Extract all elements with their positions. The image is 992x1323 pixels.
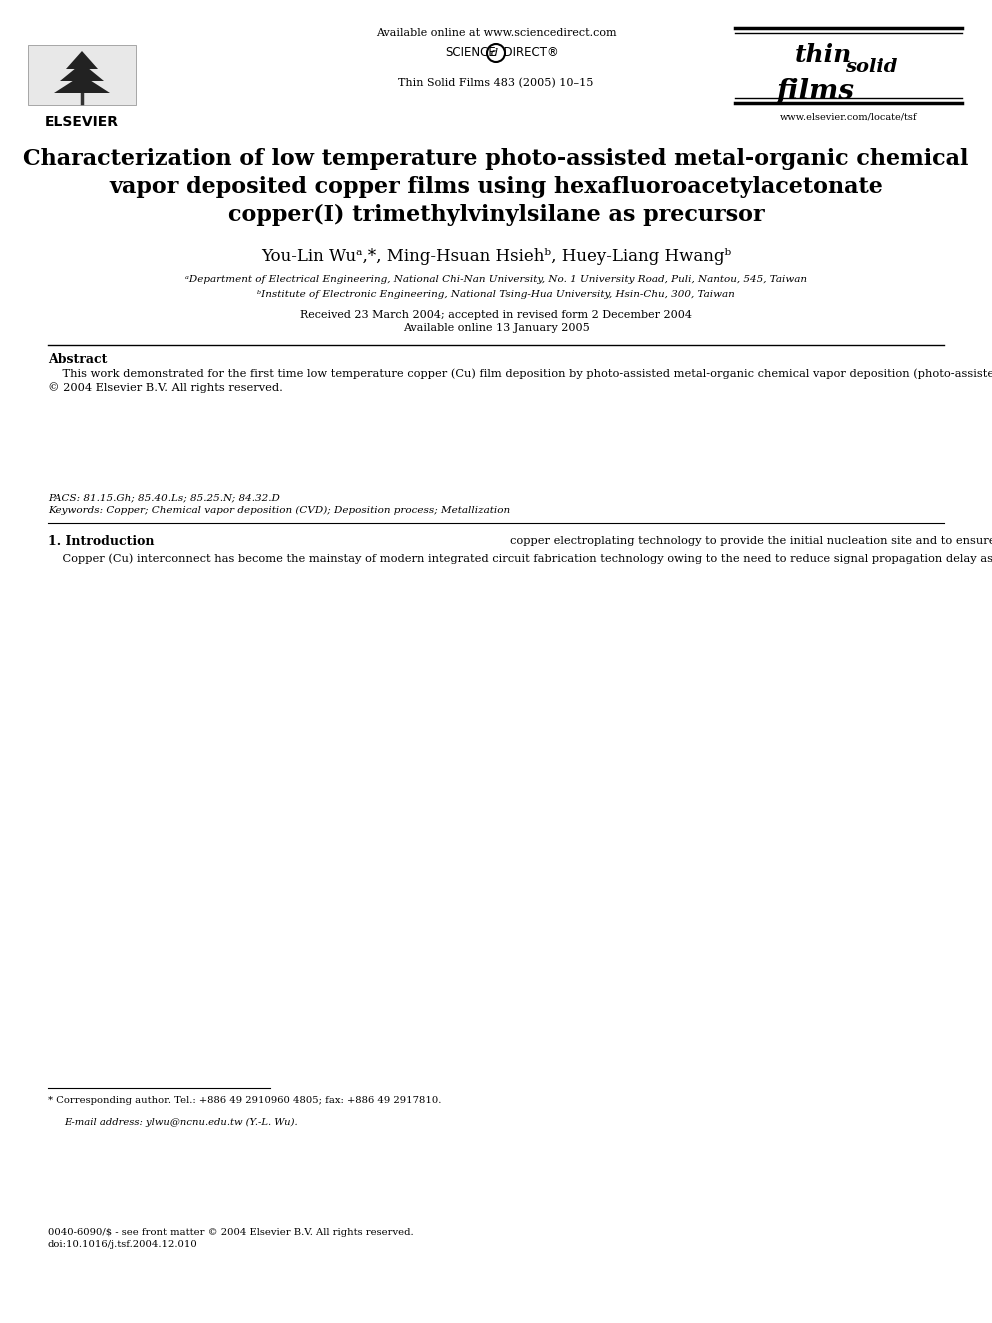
Text: ELSEVIER: ELSEVIER xyxy=(45,115,119,130)
Text: E-mail address: ylwu@ncnu.edu.tw (Y.-L. Wu).: E-mail address: ylwu@ncnu.edu.tw (Y.-L. … xyxy=(64,1118,298,1127)
Text: Characterization of low temperature photo-assisted metal-organic chemical: Characterization of low temperature phot… xyxy=(24,148,968,169)
Text: solid: solid xyxy=(845,58,898,75)
Text: Available online 13 January 2005: Available online 13 January 2005 xyxy=(403,323,589,333)
Text: Abstract: Abstract xyxy=(48,353,107,366)
Text: PACS: 81.15.Gh; 85.40.Ls; 85.25.N; 84.32.D: PACS: 81.15.Gh; 85.40.Ls; 85.25.N; 84.32… xyxy=(48,493,280,501)
Polygon shape xyxy=(54,75,110,93)
Text: thin: thin xyxy=(795,44,852,67)
Text: Available online at www.sciencedirect.com: Available online at www.sciencedirect.co… xyxy=(376,28,616,38)
Bar xyxy=(28,45,136,105)
Text: films: films xyxy=(777,78,855,105)
Text: 0040-6090/$ - see front matter © 2004 Elsevier B.V. All rights reserved.
doi:10.: 0040-6090/$ - see front matter © 2004 El… xyxy=(48,1228,414,1249)
Text: SCIENCE: SCIENCE xyxy=(445,46,496,60)
Text: www.elsevier.com/locate/tsf: www.elsevier.com/locate/tsf xyxy=(780,112,918,122)
Text: ᵃDepartment of Electrical Engineering, National Chi-Nan University, No. 1 Univer: ᵃDepartment of Electrical Engineering, N… xyxy=(185,275,807,284)
Text: d: d xyxy=(490,48,498,58)
Text: copper electroplating technology to provide the initial nucleation site and to e: copper electroplating technology to prov… xyxy=(510,534,992,546)
Polygon shape xyxy=(60,64,104,81)
Text: 1. Introduction: 1. Introduction xyxy=(48,534,155,548)
Text: DIRECT®: DIRECT® xyxy=(496,46,558,60)
Polygon shape xyxy=(66,52,98,69)
Text: ᵇInstitute of Electronic Engineering, National Tsing-Hua University, Hsin-Chu, 3: ᵇInstitute of Electronic Engineering, Na… xyxy=(257,290,735,299)
Text: Received 23 March 2004; accepted in revised form 2 December 2004: Received 23 March 2004; accepted in revi… xyxy=(300,310,692,320)
Text: You-Lin Wuᵃ,*, Ming-Hsuan Hsiehᵇ, Huey-Liang Hwangᵇ: You-Lin Wuᵃ,*, Ming-Hsuan Hsiehᵇ, Huey-L… xyxy=(261,247,731,265)
Text: copper(I) trimethylvinylsilane as precursor: copper(I) trimethylvinylsilane as precur… xyxy=(228,204,764,226)
Text: * Corresponding author. Tel.: +886 49 2910960 4805; fax: +886 49 2917810.: * Corresponding author. Tel.: +886 49 29… xyxy=(48,1095,441,1105)
Text: This work demonstrated for the first time low temperature copper (Cu) film depos: This work demonstrated for the first tim… xyxy=(48,368,992,393)
Text: Thin Solid Films 483 (2005) 10–15: Thin Solid Films 483 (2005) 10–15 xyxy=(399,78,593,89)
Text: vapor deposited copper films using hexafluoroacetylacetonate: vapor deposited copper films using hexaf… xyxy=(109,176,883,198)
Text: Copper (Cu) interconnect has become the mainstay of modern integrated circuit fa: Copper (Cu) interconnect has become the … xyxy=(48,553,992,564)
Text: Keywords: Copper; Chemical vapor deposition (CVD); Deposition process; Metalliza: Keywords: Copper; Chemical vapor deposit… xyxy=(48,505,510,515)
